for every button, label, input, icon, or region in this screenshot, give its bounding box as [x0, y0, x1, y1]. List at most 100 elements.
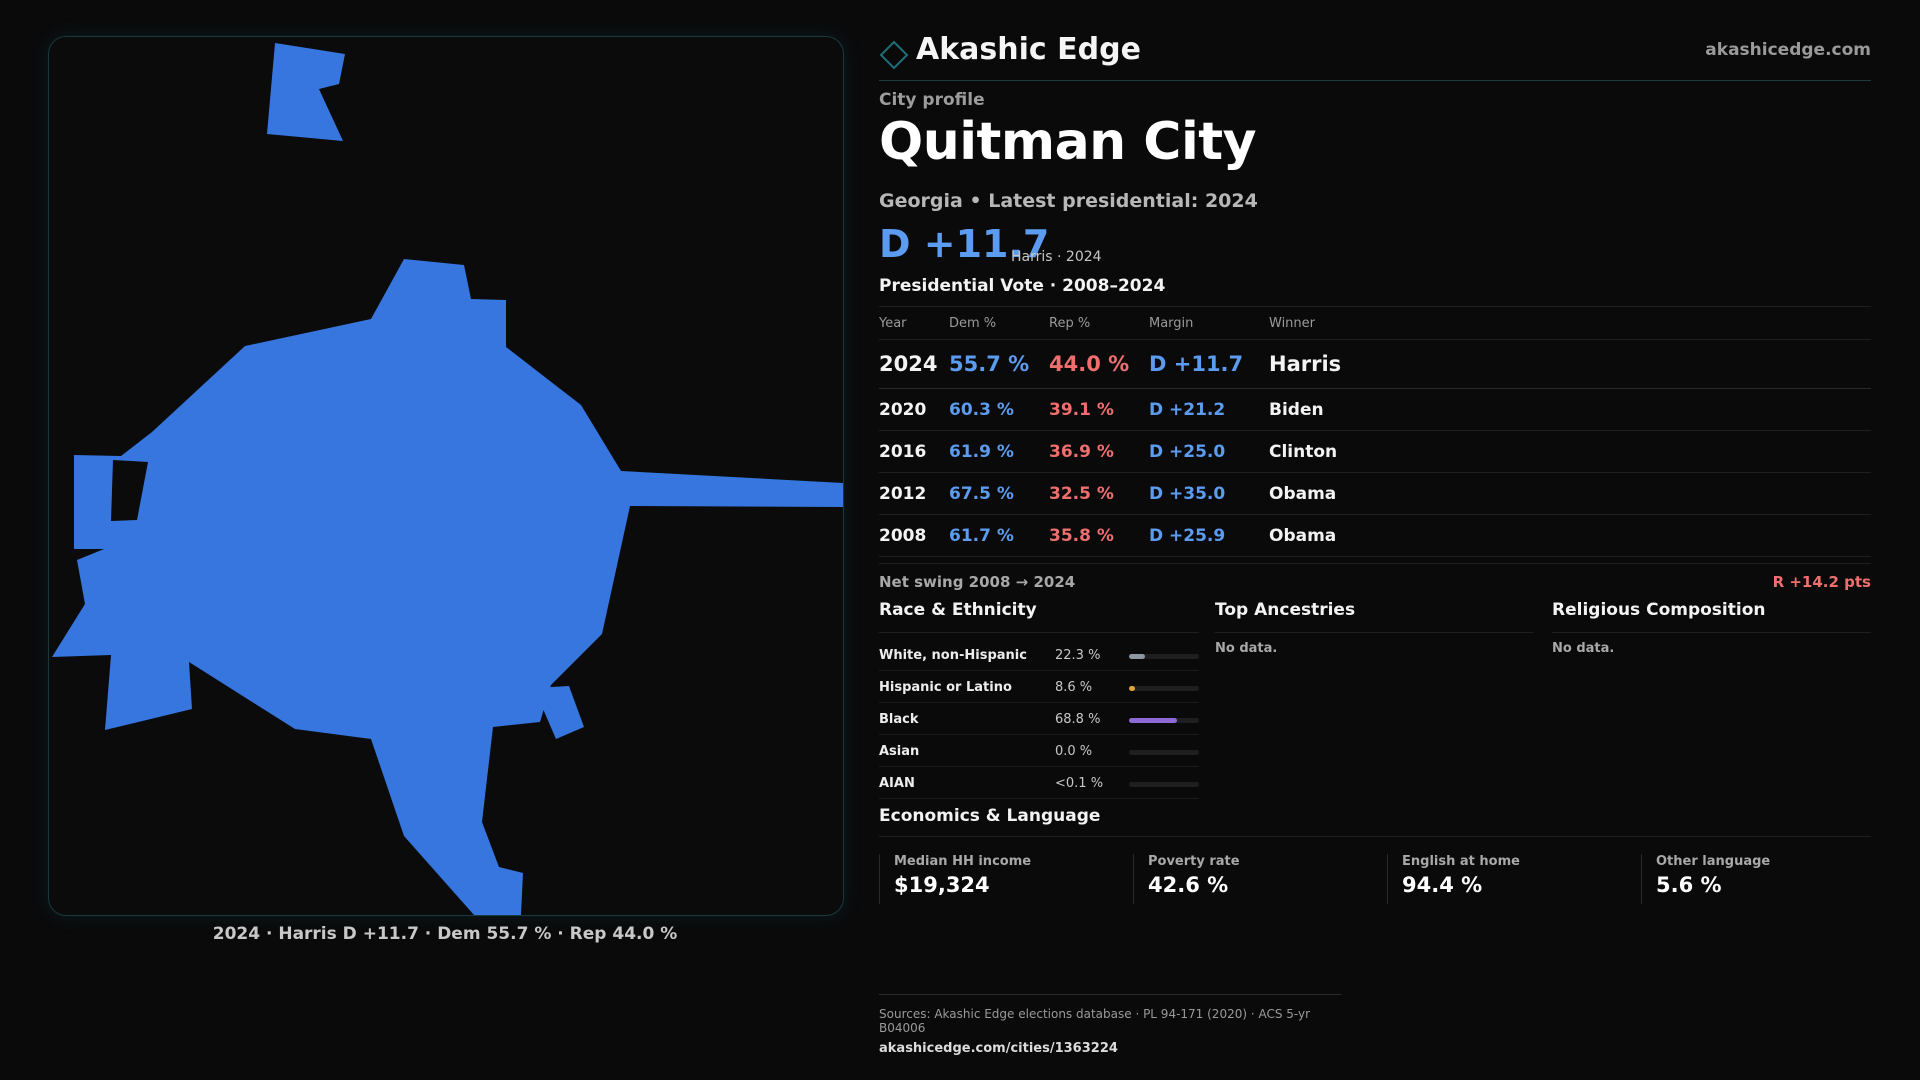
net-swing-value: R +14.2 pts — [1772, 573, 1871, 591]
presidential-vote-table: Year Dem % Rep % Margin Winner 2024 55.7… — [879, 306, 1871, 557]
column-header-margin: Margin — [1149, 306, 1269, 340]
cell-dem: 61.9 % — [949, 430, 1049, 473]
race-bar-track — [1129, 782, 1199, 787]
religious-composition-empty: No data. — [1552, 641, 1615, 656]
cell-winner: Harris — [1269, 339, 1871, 389]
race-row: White, non-Hispanic 22.3 % — [879, 639, 1199, 671]
race-percent: 68.8 % — [1055, 712, 1101, 727]
race-row: Asian 0.0 % — [879, 735, 1199, 767]
race-label: Black — [879, 712, 919, 727]
race-bar-track — [1129, 750, 1199, 755]
column-header-dem: Dem % — [949, 306, 1049, 340]
cell-year: 2024 — [879, 339, 949, 389]
profile-panel: Akashic Edge akashicedge.com City profil… — [879, 0, 1871, 1080]
net-swing-label: Net swing 2008 → 2024 — [879, 573, 1076, 591]
table-row: 2012 67.5 % 32.5 % D +35.0 Obama — [879, 472, 1871, 515]
city-boundary-detached-parcel-north — [267, 43, 345, 141]
brand-url-link[interactable]: akashicedge.com — [1705, 40, 1871, 60]
econ-value: 94.4 % — [1402, 873, 1483, 897]
race-bar-fill — [1129, 686, 1136, 691]
cell-margin: D +25.0 — [1149, 430, 1269, 473]
race-label: AIAN — [879, 776, 915, 791]
race-label: White, non-Hispanic — [879, 648, 1027, 663]
cell-year: 2016 — [879, 430, 949, 473]
page-subtitle: Georgia • Latest presidential: 2024 — [879, 190, 1258, 212]
cell-dem: 55.7 % — [949, 339, 1049, 389]
brand-header: Akashic Edge akashicedge.com — [879, 30, 1871, 81]
cell-year: 2020 — [879, 388, 949, 431]
top-ancestries-title: Top Ancestries — [1215, 600, 1533, 633]
city-boundary-main-shape — [52, 259, 843, 915]
latest-margin-note: Harris · 2024 — [1011, 249, 1102, 265]
race-label: Hispanic or Latino — [879, 680, 1012, 695]
page-kicker: City profile — [879, 90, 985, 110]
cell-rep: 32.5 % — [1049, 472, 1149, 515]
cell-margin: D +25.9 — [1149, 514, 1269, 557]
vote-table-title: Presidential Vote · 2008–2024 — [879, 276, 1166, 296]
table-row: 2008 61.7 % 35.8 % D +25.9 Obama — [879, 514, 1871, 557]
cell-margin: D +11.7 — [1149, 339, 1269, 389]
cell-year: 2012 — [879, 472, 949, 515]
econ-label: English at home — [1402, 854, 1520, 869]
cell-rep: 44.0 % — [1049, 339, 1149, 389]
econ-label: Poverty rate — [1148, 854, 1240, 869]
race-row: Black 68.8 % — [879, 703, 1199, 735]
race-percent: <0.1 % — [1055, 776, 1104, 791]
cell-winner: Biden — [1269, 388, 1871, 431]
cell-dem: 61.7 % — [949, 514, 1049, 557]
cell-winner: Clinton — [1269, 430, 1871, 473]
footer: Sources: Akashic Edge elections database… — [879, 994, 1341, 1056]
race-row: Hispanic or Latino 8.6 % — [879, 671, 1199, 703]
econ-value: 42.6 % — [1148, 873, 1229, 897]
race-bar-track — [1129, 718, 1199, 723]
latest-margin: D +11.7 — [879, 222, 1050, 266]
diamond-logo-icon — [879, 40, 909, 70]
net-swing-row: Net swing 2008 → 2024 R +14.2 pts — [879, 563, 1871, 594]
map-canvas — [52, 43, 843, 915]
econ-label: Median HH income — [894, 854, 1032, 869]
econ-english-at-home: English at home 94.4 % — [1387, 854, 1520, 904]
econ-value: 5.6 % — [1656, 873, 1722, 897]
table-row: 2020 60.3 % 39.1 % D +21.2 Biden — [879, 388, 1871, 431]
econ-other-language: Other language 5.6 % — [1641, 854, 1770, 904]
race-ethnicity-title: Race & Ethnicity — [879, 600, 1199, 633]
city-boundary-detached-parcel-east — [534, 686, 584, 739]
cell-margin: D +21.2 — [1149, 388, 1269, 431]
race-row: AIAN <0.1 % — [879, 767, 1199, 799]
table-row: 2016 61.9 % 36.9 % D +25.0 Clinton — [879, 430, 1871, 473]
econ-median-income: Median HH income $19,324 — [879, 854, 1031, 904]
race-list: White, non-Hispanic 22.3 % Hispanic or L… — [879, 639, 1199, 799]
econ-label: Other language — [1656, 854, 1771, 869]
cell-dem: 67.5 % — [949, 472, 1049, 515]
race-bar-fill — [1129, 654, 1145, 659]
cell-winner: Obama — [1269, 472, 1871, 515]
sources-text: Sources: Akashic Edge elections database… — [879, 1007, 1311, 1035]
map-caption: 2024 · Harris D +11.7 · Dem 55.7 % · Rep… — [212, 924, 678, 944]
city-boundary-hole — [111, 460, 148, 521]
table-header-row: Year Dem % Rep % Margin Winner — [879, 306, 1871, 340]
religious-composition-title: Religious Composition — [1552, 600, 1871, 633]
cell-margin: D +35.0 — [1149, 472, 1269, 515]
column-header-rep: Rep % — [1049, 306, 1149, 340]
top-ancestries-empty: No data. — [1215, 641, 1278, 656]
cell-rep: 35.8 % — [1049, 514, 1149, 557]
footer-url-link[interactable]: akashicedge.com/cities/1363224 — [879, 1041, 1118, 1056]
race-percent: 22.3 % — [1055, 648, 1101, 663]
city-boundary-map[interactable] — [48, 36, 844, 916]
econ-value: $19,324 — [894, 873, 990, 897]
race-bar-fill — [1129, 718, 1178, 723]
race-label: Asian — [879, 744, 920, 759]
race-bar-track — [1129, 686, 1199, 691]
race-percent: 0.0 % — [1055, 744, 1093, 759]
cell-winner: Obama — [1269, 514, 1871, 557]
table-row: 2024 55.7 % 44.0 % D +11.7 Harris — [879, 339, 1871, 389]
brand-name: Akashic Edge — [916, 32, 1141, 67]
race-percent: 8.6 % — [1055, 680, 1093, 695]
race-bar-track — [1129, 654, 1199, 659]
cell-dem: 60.3 % — [949, 388, 1049, 431]
cell-year: 2008 — [879, 514, 949, 557]
econ-poverty-rate: Poverty rate 42.6 % — [1133, 854, 1240, 904]
page-title: Quitman City — [879, 112, 1257, 172]
column-header-winner: Winner — [1269, 306, 1871, 340]
race-ethnicity-section: Race & Ethnicity White, non-Hispanic 22.… — [879, 600, 1199, 799]
